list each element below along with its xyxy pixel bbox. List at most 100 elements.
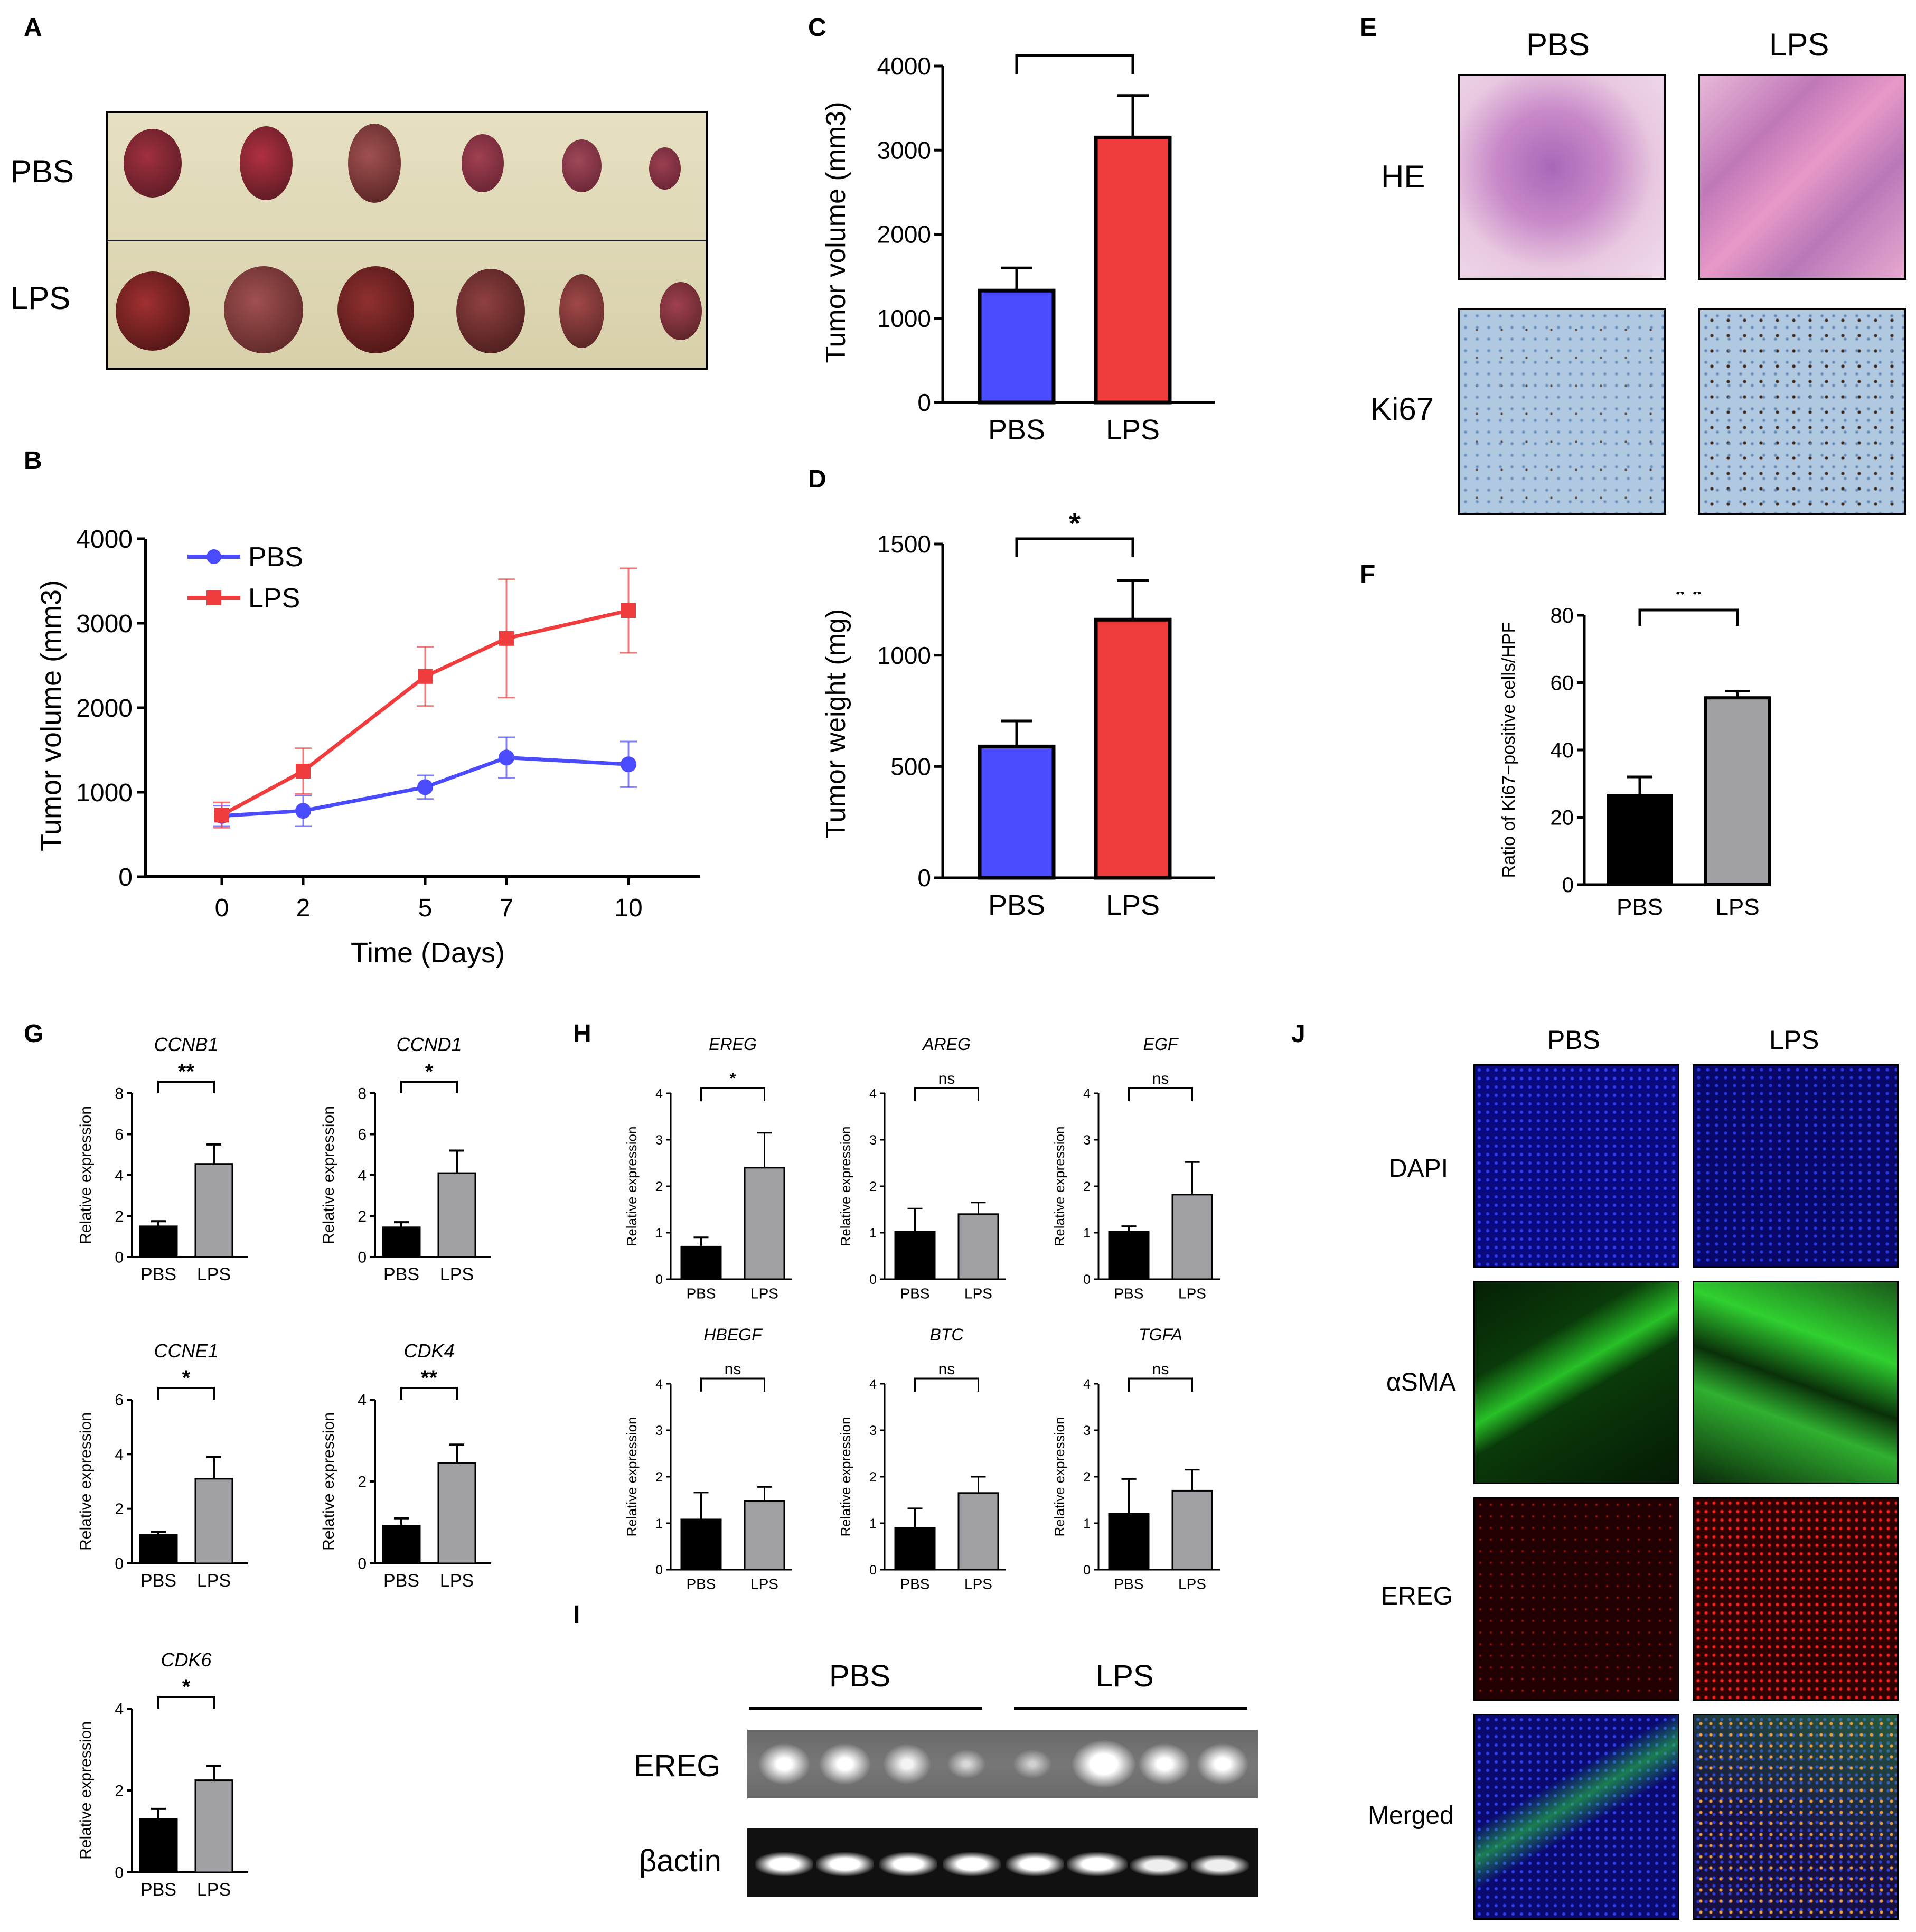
g-cdk4-xtick-label: PBS (383, 1571, 419, 1591)
d-xtick-label: PBS (988, 889, 1045, 921)
h-btc-xtick-label: PBS (900, 1575, 929, 1592)
ki67-lps-image (1698, 308, 1906, 515)
d-ytick-label: 0 (917, 864, 931, 892)
h-btc-ytick-label: 0 (869, 1563, 877, 1578)
c-sig-label: ** (1063, 48, 1086, 57)
tumor-pbs-3 (348, 124, 401, 203)
g-ccnd1-title: CCND1 (396, 1035, 462, 1055)
if-dapi-pbs (1473, 1064, 1679, 1268)
g-ccnd1-ytick-label: 6 (358, 1126, 367, 1143)
g-cdk6-ytick-label: 2 (115, 1783, 124, 1800)
h-egf-xtick-label: PBS (1114, 1285, 1143, 1301)
g-ccne1-ytick-label: 2 (115, 1500, 124, 1518)
h-egf-xtick-label: LPS (1178, 1285, 1206, 1301)
tumor-lps-2 (224, 266, 303, 353)
h-areg-title: AREG (922, 1035, 971, 1054)
h-areg-xtick-label: LPS (964, 1285, 992, 1301)
bactin-band-5 (1006, 1852, 1064, 1876)
chart-b-lps-point (499, 631, 514, 646)
ereg-band-5 (1011, 1748, 1054, 1780)
f-ytick-label: 60 (1551, 672, 1574, 695)
tumor-lps-4 (456, 269, 525, 353)
gel-ereg (747, 1730, 1258, 1798)
g-cdk6-bar-lps (194, 1779, 233, 1873)
g-ccnd1-sig-bracket (400, 1081, 458, 1093)
tumor-pbs-2 (240, 126, 293, 200)
chart-g-cdk4: 0 2 4 PBS LPS ** CDK4 Relative expression (320, 1342, 491, 1591)
ereg-band-3 (882, 1743, 932, 1785)
g-cdk4-xtick-label: LPS (440, 1571, 474, 1591)
g-ccnd1-ytick-label: 8 (358, 1085, 367, 1103)
g-cdk6-bar-pbs (139, 1818, 178, 1873)
h-tgfa-xtick-label: LPS (1178, 1575, 1206, 1592)
h-ereg-ytick-label: 0 (655, 1272, 663, 1287)
d-ytick-label: 1500 (877, 530, 931, 558)
h-hbegf-ytick-label: 1 (655, 1516, 663, 1531)
g-cdk6-sig-label: * (182, 1675, 191, 1699)
g-ccnb1-bar-lps (194, 1163, 233, 1258)
chart-b-xtick-label: 7 (500, 894, 514, 922)
h-areg-ytick-label: 1 (869, 1226, 877, 1241)
c-ytick-label: 3000 (877, 136, 931, 164)
chart-h-btc: 0 1 2 3 4 PBS LPS ns BTC Relative expression (838, 1325, 1006, 1592)
g-ccnd1-xtick-label: PBS (383, 1264, 419, 1284)
d-sig-bracket (1015, 537, 1134, 557)
d-ytick-label: 1000 (877, 642, 931, 669)
panel-e-row-he: HE (1381, 159, 1425, 194)
chart-b-ytick-label: 1000 (76, 779, 133, 807)
h-egf-ytick-label: 4 (1083, 1086, 1091, 1101)
h-tgfa-bar-pbs (1108, 1513, 1150, 1571)
panel-j-col-lps: LPS (1769, 1025, 1819, 1055)
legend-lps-label: LPS (248, 583, 300, 614)
ki67-pbs-image (1458, 308, 1666, 515)
g-ccne1-bar-pbs (139, 1534, 178, 1564)
tumor-pbs-6 (649, 147, 681, 190)
panel-i-row-bactin: βactin (639, 1844, 721, 1878)
f-sig-label: * * (1675, 592, 1702, 608)
panel-label-a: A (24, 14, 42, 42)
h-egf-ytick-label: 1 (1083, 1226, 1091, 1241)
g-ccne1-ytick-label: 6 (115, 1392, 124, 1409)
g-ccne1-ytick-label: 0 (115, 1555, 124, 1573)
chart-b-xlabel: Time (Days) (351, 937, 505, 969)
c-xtick-label: LPS (1106, 414, 1160, 446)
chart-b-xtick-label: 10 (614, 894, 642, 922)
g-ccnb1-xtick-label: PBS (140, 1264, 176, 1284)
bactin-band-3 (879, 1852, 937, 1876)
h-hbegf-ytick-label: 3 (655, 1423, 663, 1438)
h-areg-bar-pbs (894, 1231, 936, 1280)
bactin-band-1 (755, 1852, 813, 1876)
if-merged-pbs (1473, 1714, 1679, 1920)
ereg-band-1 (758, 1743, 811, 1785)
chart-b-xtick-label: 0 (215, 894, 229, 922)
tumor-lps-1 (116, 271, 190, 351)
tumor-pbs-5 (562, 139, 602, 192)
tumor-lps-5 (559, 274, 604, 348)
chart-b-xtick-label: 2 (296, 894, 311, 922)
f-xtick-label: PBS (1617, 894, 1663, 920)
h-hbegf-sig-label: ns (725, 1361, 741, 1378)
h-ereg-title: EREG (709, 1035, 757, 1054)
tumor-lps-6 (660, 282, 702, 340)
h-btc-ylabel: Relative expression (838, 1417, 853, 1537)
g-ccnb1-xtick-label: LPS (197, 1264, 231, 1284)
h-areg-xtick-label: PBS (900, 1285, 929, 1301)
h-egf-sig-label: ns (1152, 1070, 1169, 1087)
panel-label-d: D (808, 465, 826, 493)
g-ccnb1-sig-bracket (157, 1081, 215, 1093)
g-cdk6-ylabel: Relative expression (77, 1721, 95, 1860)
g-ccnd1-sig-label: * (425, 1060, 434, 1083)
h-areg-ylabel: Relative expression (838, 1127, 853, 1246)
g-cdk4-ytick-label: 0 (358, 1555, 367, 1573)
h-tgfa-xtick-label: PBS (1114, 1575, 1143, 1592)
panel-e-col-pbs: PBS (1526, 27, 1590, 62)
h-hbegf-ytick-label: 0 (655, 1563, 663, 1578)
g-ccne1-title: CCNE1 (154, 1342, 218, 1362)
panel-label-i: I (573, 1601, 580, 1629)
h-hbegf-ytick-label: 2 (655, 1470, 663, 1485)
chart-b-lps-point (214, 808, 229, 823)
h-btc-bar-lps (957, 1492, 999, 1571)
g-cdk4-sig-bracket (400, 1387, 458, 1400)
g-cdk4-ylabel: Relative expression (320, 1412, 337, 1551)
chart-h-egf: 0 1 2 3 4 PBS LPS ns EGF Relative expression (1051, 1035, 1220, 1301)
